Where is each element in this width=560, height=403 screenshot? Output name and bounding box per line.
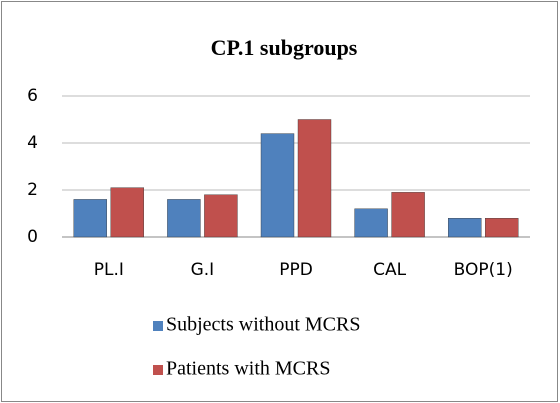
legend-label: Subjects without MCRS bbox=[166, 314, 360, 336]
y-tick-label: 6 bbox=[27, 86, 38, 106]
y-tick-label: 4 bbox=[27, 133, 38, 153]
y-tick-label: 2 bbox=[27, 180, 38, 200]
bar bbox=[485, 217, 519, 238]
chart-title: CP.1 subgroups bbox=[211, 35, 358, 60]
bar bbox=[167, 199, 201, 238]
x-tick-label: CAL bbox=[373, 260, 406, 280]
legend-label: Patients with MCRS bbox=[166, 358, 330, 380]
legend-marker bbox=[153, 321, 163, 331]
bar bbox=[354, 208, 388, 238]
bar bbox=[260, 133, 295, 238]
bar bbox=[391, 192, 425, 238]
x-tick-label: G.I bbox=[191, 260, 215, 280]
y-tick-label: 0 bbox=[27, 227, 38, 247]
x-tick-label: PPD bbox=[279, 260, 313, 280]
bar bbox=[204, 194, 238, 238]
bar bbox=[110, 187, 145, 238]
x-tick-label: PL.I bbox=[94, 260, 124, 280]
bar bbox=[297, 119, 332, 238]
bar bbox=[73, 199, 108, 238]
legend-marker bbox=[153, 365, 163, 375]
x-tick-label: BOP(1) bbox=[454, 260, 513, 280]
bar bbox=[448, 217, 482, 238]
